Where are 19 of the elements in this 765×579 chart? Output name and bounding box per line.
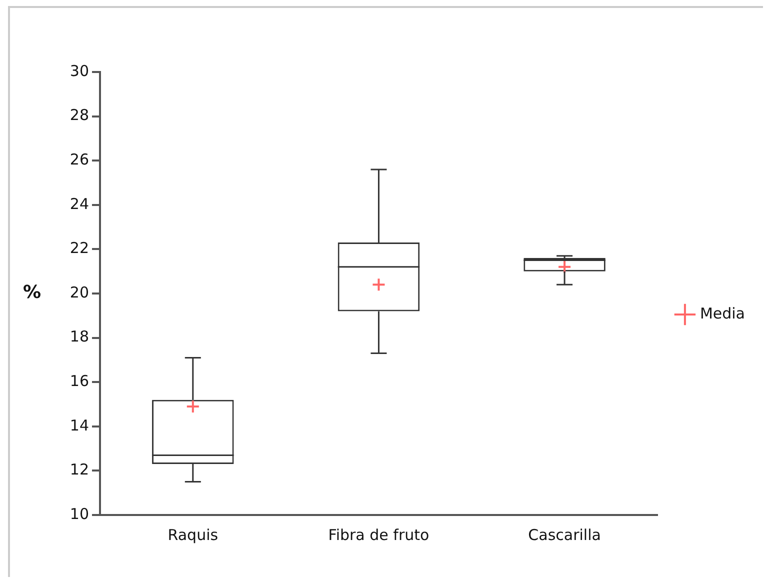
point (372, 278, 386, 292)
y-axis-title: % (22, 282, 42, 304)
y-tick-label: 10 (70, 504, 89, 523)
y-tick-label: 20 (70, 283, 89, 302)
x-tick-label: Cascarilla (528, 526, 601, 544)
y-tick-label: 18 (70, 328, 89, 346)
x-tick-label: Fibra de fruto (328, 526, 430, 544)
legend-label: Media (700, 304, 746, 322)
y-tick-label: 12 (70, 460, 89, 479)
y-tick-label: 26 (70, 150, 89, 168)
y-tick-label: 22 (70, 239, 89, 258)
y-tick-label: 28 (70, 106, 89, 124)
x-tick-label: Raquis (168, 526, 218, 544)
y-tick-label: 16 (70, 372, 89, 390)
point (558, 260, 572, 274)
y-tick-label: 14 (70, 416, 89, 434)
y-tick-label: 24 (70, 194, 89, 213)
y-tick-label: 30 (70, 62, 89, 80)
point (186, 399, 200, 414)
